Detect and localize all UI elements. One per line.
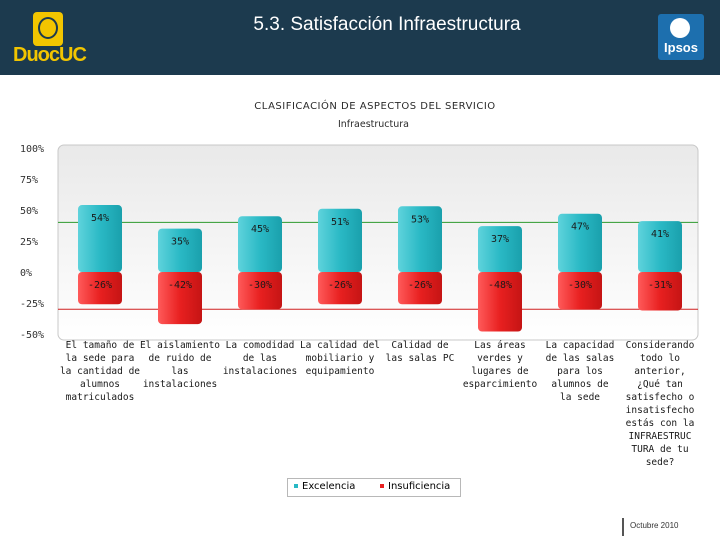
data-label-excelencia: 41% (651, 229, 669, 240)
y-tick-label: 75% (20, 175, 38, 186)
bar-insuficiencia (318, 272, 362, 305)
bar-excelencia (478, 226, 522, 272)
header-bar: DuocUC 5.3. Satisfacción Infraestructura… (0, 0, 720, 75)
y-tick-label: 25% (20, 237, 38, 248)
legend-item-excelencia: Excelencia (294, 481, 355, 492)
category-label: Las áreas verdes y lugares de esparcimiento (463, 340, 538, 390)
legend-item-insuficiencia: Insuficiencia (380, 481, 450, 492)
bar-excelencia (318, 208, 362, 272)
category-label: La calidad del mobiliario y equipamiento (300, 340, 380, 377)
data-label-insuficiencia: -31% (648, 280, 672, 291)
bar-excelencia (158, 228, 202, 272)
y-tick-label: 100% (20, 144, 44, 155)
page-title: 5.3. Satisfacción Infraestructura (253, 14, 521, 35)
category-label: Considerando todo lo anterior, ¿Qué tan sati… (626, 340, 695, 468)
footer-date: Octubre 2010 (630, 521, 679, 530)
bar-insuficiencia (238, 272, 282, 310)
bar-chart: 100% 75% 50% 25% 0% -25% -50% 54% -26% El tamaño … (20, 144, 699, 468)
legend-swatch-excelencia (294, 484, 298, 488)
plot-area (57, 144, 699, 341)
y-tick-label: -50% (20, 330, 44, 341)
category-label: El tamaño de la sede para la cantidad de al… (60, 340, 140, 403)
y-tick-label: 50% (20, 206, 38, 217)
data-label-insuficiencia: -26% (88, 280, 112, 291)
data-label-insuficiencia: -26% (408, 280, 432, 291)
y-tick-label: -25% (20, 299, 44, 310)
legend-swatch-insuficiencia (380, 484, 384, 488)
category-label: La comodidad de las instalaciones (223, 340, 297, 377)
data-label-insuficiencia: -30% (568, 280, 592, 291)
data-label-excelencia: 53% (411, 214, 429, 225)
bar-insuficiencia (398, 272, 442, 305)
chart-title: CLASIFICACIÓN DE ASPECTOS DEL SERVICIO (254, 101, 496, 112)
category-label: El aislamiento de ruido de las instalacione… (140, 340, 220, 390)
data-label-insuficiencia: -48% (488, 280, 512, 291)
data-label-excelencia: 47% (571, 222, 589, 233)
bar-insuficiencia (558, 272, 602, 310)
category-label: Calidad de las salas PC (386, 340, 455, 364)
data-label-insuficiencia: -42% (168, 280, 192, 291)
chart-subtitle: Infraestructura (337, 119, 410, 130)
bar-excelencia (558, 213, 602, 272)
bar-excelencia (398, 206, 442, 272)
bar-insuficiencia (478, 272, 522, 332)
data-label-excelencia: 35% (171, 237, 189, 248)
ipsos-mark-icon (670, 18, 690, 38)
bar-excelencia (78, 205, 122, 272)
bar-excelencia (638, 221, 682, 272)
bar-excelencia (238, 216, 282, 272)
data-label-excelencia: 45% (251, 224, 269, 235)
bar-insuficiencia (158, 272, 202, 325)
data-label-insuficiencia: -26% (328, 280, 352, 291)
category-label: La capacidad de las salas para los alumnos … (546, 340, 615, 403)
seal-icon (33, 12, 63, 46)
data-label-excelencia: 51% (331, 217, 349, 228)
footer-divider (622, 518, 624, 536)
data-label-excelencia: 37% (491, 234, 509, 245)
data-label-excelencia: 54% (91, 213, 109, 224)
bar-insuficiencia (638, 272, 682, 311)
y-tick-label: 0% (20, 268, 32, 279)
bar-insuficiencia (78, 272, 122, 305)
chart-legend: Excelencia Insuficiencia (287, 478, 461, 497)
data-label-insuficiencia: -30% (248, 280, 272, 291)
duocuc-logo: DuocUC (10, 10, 96, 66)
ipsos-logo: Ipsos (658, 14, 704, 60)
